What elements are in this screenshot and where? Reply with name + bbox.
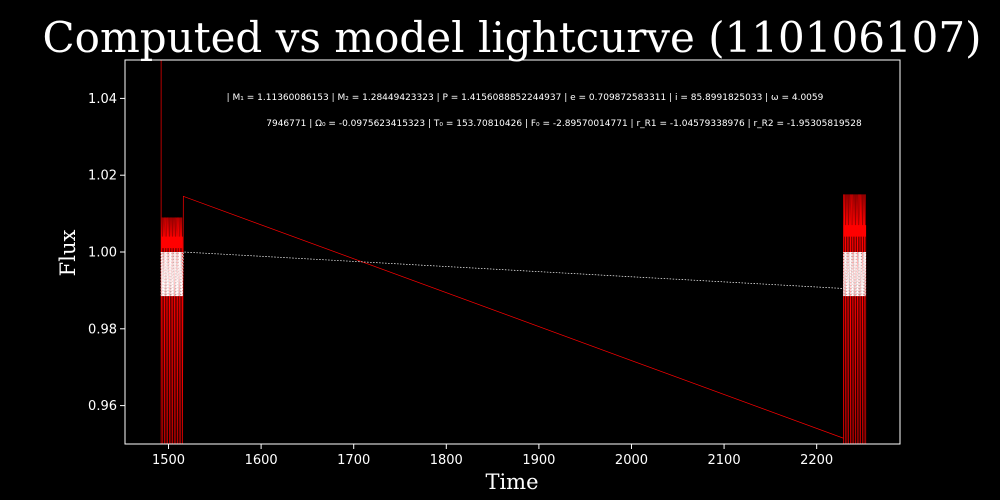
- x-tick-label: 2000: [615, 453, 648, 468]
- y-axis: 0.96 0.98 1.00 1.02 1.04: [88, 92, 125, 414]
- y-tick-label: 0.96: [88, 399, 117, 414]
- x-axis-label: Time: [485, 470, 538, 494]
- y-tick-label: 1.04: [88, 92, 117, 107]
- x-axis: 1500 1600 1700 1800 1900 2000 2100 2200: [152, 444, 833, 468]
- x-tick-label: 1500: [152, 453, 185, 468]
- plot-area: [160, 60, 867, 444]
- x-tick-label: 2200: [800, 453, 833, 468]
- x-tick-label: 1900: [522, 453, 555, 468]
- parameter-annotations: | M₁ = 1.11360086153 | M₂ = 1.2844942332…: [227, 93, 862, 129]
- series-group: [160, 60, 867, 444]
- y-axis-label: Flux: [56, 230, 80, 277]
- model-flux-series: [160, 251, 867, 297]
- chart-title: Computed vs model lightcurve (110106107): [43, 13, 982, 62]
- x-tick-label: 2100: [708, 453, 741, 468]
- y-tick-label: 1.02: [88, 169, 117, 184]
- y-tick-label: 1.00: [88, 246, 117, 261]
- annotation-line-2: 7946771 | Ω₀ = -0.0975623415323 | T₀ = 1…: [266, 119, 862, 129]
- computed-flux-series: [160, 60, 867, 444]
- x-tick-label: 1700: [337, 453, 370, 468]
- x-tick-label: 1800: [430, 453, 463, 468]
- x-tick-label: 1600: [245, 453, 278, 468]
- y-tick-label: 0.98: [88, 322, 117, 337]
- annotation-line-1: | M₁ = 1.11360086153 | M₂ = 1.2844942332…: [227, 93, 824, 103]
